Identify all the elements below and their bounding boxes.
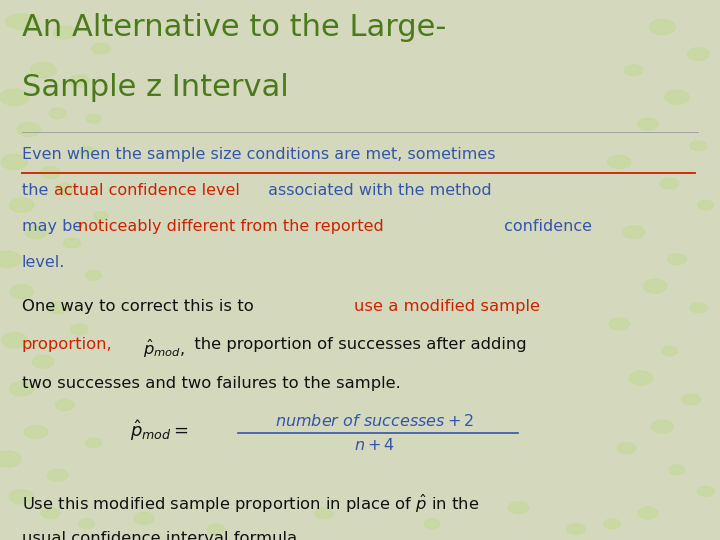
Ellipse shape	[508, 502, 528, 514]
Ellipse shape	[25, 226, 47, 239]
Ellipse shape	[629, 371, 652, 385]
Ellipse shape	[608, 156, 631, 168]
Ellipse shape	[9, 490, 34, 504]
Text: Sample z Interval: Sample z Interval	[22, 73, 288, 102]
Text: level.: level.	[22, 255, 65, 271]
Ellipse shape	[690, 141, 707, 151]
Ellipse shape	[688, 48, 709, 60]
Ellipse shape	[9, 382, 34, 396]
Ellipse shape	[32, 355, 54, 368]
Ellipse shape	[624, 65, 643, 76]
Ellipse shape	[1, 333, 27, 348]
Ellipse shape	[567, 524, 585, 535]
Ellipse shape	[649, 19, 675, 35]
Ellipse shape	[40, 167, 60, 179]
Ellipse shape	[603, 519, 621, 529]
Ellipse shape	[644, 279, 667, 293]
Ellipse shape	[682, 394, 701, 405]
Text: use a modified sample: use a modified sample	[354, 299, 540, 314]
Text: Even when the sample size conditions are met, sometimes: Even when the sample size conditions are…	[22, 147, 495, 162]
Ellipse shape	[17, 123, 40, 137]
Ellipse shape	[638, 507, 658, 519]
Ellipse shape	[609, 318, 629, 330]
Ellipse shape	[690, 303, 707, 313]
Text: may be: may be	[22, 219, 87, 234]
Ellipse shape	[63, 238, 81, 248]
Ellipse shape	[55, 184, 74, 194]
Text: actual confidence level: actual confidence level	[54, 183, 240, 198]
Text: $\hat{p}_{mod} =$: $\hat{p}_{mod} =$	[130, 418, 189, 443]
Text: the: the	[22, 183, 53, 198]
Ellipse shape	[660, 178, 679, 189]
Ellipse shape	[9, 198, 34, 212]
Text: confidence: confidence	[499, 219, 592, 234]
Ellipse shape	[86, 114, 101, 123]
Text: noticeably different from the reported: noticeably different from the reported	[78, 219, 384, 234]
Ellipse shape	[697, 487, 714, 496]
Ellipse shape	[623, 226, 644, 239]
Text: An Alternative to the Large-: An Alternative to the Large-	[22, 14, 446, 43]
Text: proportion,: proportion,	[22, 338, 112, 353]
Ellipse shape	[78, 519, 94, 529]
Ellipse shape	[94, 212, 108, 220]
Ellipse shape	[78, 146, 94, 156]
Ellipse shape	[71, 324, 88, 335]
Ellipse shape	[24, 426, 48, 438]
Text: associated with the method: associated with the method	[263, 183, 492, 198]
Ellipse shape	[207, 524, 225, 534]
Ellipse shape	[617, 443, 636, 454]
Ellipse shape	[638, 118, 658, 130]
Ellipse shape	[652, 420, 673, 433]
Text: $\mathit{n + 4}$: $\mathit{n + 4}$	[354, 437, 395, 454]
Text: Use this modified sample proportion in place of $\hat{p}$ in the: Use this modified sample proportion in p…	[22, 492, 479, 515]
Ellipse shape	[0, 89, 29, 105]
Ellipse shape	[55, 400, 74, 410]
Text: two successes and two failures to the sample.: two successes and two failures to the sa…	[22, 376, 400, 392]
Ellipse shape	[53, 26, 76, 39]
Text: $\hat{p}_{mod}$,: $\hat{p}_{mod}$,	[143, 338, 184, 360]
Text: $\mathit{number\ of\ successes} + 2$: $\mathit{number\ of\ successes} + 2$	[275, 413, 474, 429]
Text: usual confidence interval formula.: usual confidence interval formula.	[22, 531, 302, 540]
Ellipse shape	[669, 465, 685, 475]
Ellipse shape	[0, 451, 21, 467]
Ellipse shape	[10, 285, 33, 299]
Ellipse shape	[0, 251, 21, 267]
Ellipse shape	[698, 200, 714, 210]
Ellipse shape	[134, 512, 154, 524]
Text: One way to correct this is to: One way to correct this is to	[22, 299, 258, 314]
Ellipse shape	[86, 271, 102, 280]
Ellipse shape	[424, 519, 440, 529]
Text: the proportion of successes after adding: the proportion of successes after adding	[189, 338, 527, 353]
Ellipse shape	[91, 43, 110, 54]
Ellipse shape	[1, 154, 27, 170]
Ellipse shape	[69, 75, 89, 87]
Ellipse shape	[49, 108, 66, 119]
Ellipse shape	[41, 508, 60, 518]
Ellipse shape	[662, 346, 678, 356]
Ellipse shape	[86, 438, 102, 448]
Ellipse shape	[30, 63, 56, 78]
Ellipse shape	[48, 469, 68, 481]
Ellipse shape	[665, 90, 689, 104]
Ellipse shape	[315, 508, 333, 518]
Ellipse shape	[6, 14, 37, 29]
Ellipse shape	[667, 254, 686, 265]
Ellipse shape	[48, 302, 68, 314]
